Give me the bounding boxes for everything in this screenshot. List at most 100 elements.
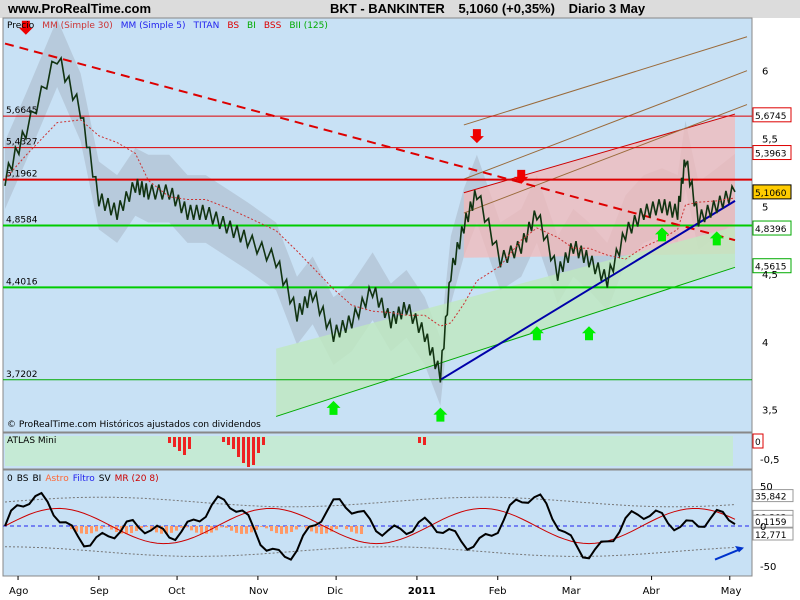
astro-bar [135, 526, 138, 532]
astro-bar [70, 526, 73, 530]
osc-value-box [752, 489, 794, 503]
astro-bar [220, 526, 223, 528]
legend-item: Astro [45, 474, 69, 484]
astro-bar [280, 526, 283, 534]
copyright-note: © ProRealTime.com Históricos ajustados c… [7, 419, 261, 430]
value-box-label: 5,1060 [755, 189, 787, 199]
astro-bar [175, 526, 178, 531]
astro-bar [130, 526, 133, 534]
legend-item: BII (125) [289, 21, 328, 31]
atlas-bar [188, 437, 191, 449]
osc-value: 35,842 [755, 493, 787, 503]
atlas-value: 0 [755, 438, 761, 448]
astro-bar [155, 526, 158, 533]
astro-bar [250, 526, 253, 533]
x-tick-label: Oct [168, 586, 185, 597]
legend-item: TITAN [192, 21, 219, 31]
sell-arrow [18, 20, 33, 35]
fan-line-2 [463, 104, 748, 214]
y-tick-label: 3,5 [762, 406, 778, 417]
legend-item: BS [227, 21, 239, 31]
oscillator-panel[interactable] [2, 469, 753, 577]
x-tick-label: 2011 [408, 586, 436, 597]
sell-arrow [469, 129, 484, 144]
astro-bar [235, 526, 238, 533]
fan-line-1 [463, 70, 748, 180]
atlas-bar [242, 437, 245, 463]
astro-bar [310, 526, 313, 532]
legend-item: 0 [7, 474, 13, 484]
level-label: 5,4327 [6, 138, 38, 148]
astro-bar [355, 526, 358, 534]
level-label: 3,7202 [6, 370, 38, 380]
x-tick-label: Ago [9, 586, 28, 597]
atlas-bar [418, 437, 421, 443]
y-tick-label: 4 [762, 338, 768, 349]
atlas-bar [252, 437, 255, 465]
astro-bar [80, 526, 83, 534]
value-box [752, 107, 792, 123]
astro-bar [140, 526, 143, 529]
atlas-bar [173, 437, 176, 447]
x-tick-label: May [721, 586, 742, 597]
astro-bar [185, 526, 188, 528]
osc-y-tick: 50 [760, 482, 773, 493]
x-tick-label: Nov [249, 586, 269, 597]
atlas-value-box [752, 433, 764, 449]
atlas-bar [178, 437, 181, 451]
osc-value-box [752, 527, 794, 541]
value-box [752, 184, 792, 200]
value-box-label: 5,6745 [755, 112, 787, 122]
atlas-zone [5, 436, 733, 466]
astro-bar [260, 526, 263, 527]
astro-bar [305, 526, 308, 529]
astro-bar [295, 526, 298, 530]
astro-bar [320, 526, 323, 534]
astro-bar [125, 526, 128, 534]
legend-item: SV [99, 474, 112, 484]
astro-bar [160, 526, 163, 534]
legend-item: BS [17, 474, 29, 484]
astro-bar [330, 526, 333, 532]
astro-bar [100, 526, 103, 529]
sell-arrow [514, 169, 529, 184]
astro-bar [75, 526, 78, 532]
x-tick-label: Feb [489, 586, 507, 597]
sv-line [4, 491, 736, 561]
astro-bar [145, 526, 148, 527]
astro-bar [350, 526, 353, 532]
astro-bar [150, 526, 153, 530]
atlas-bar [262, 437, 265, 445]
ma30-line [4, 119, 736, 327]
upper-channel-fill [463, 114, 735, 258]
atlas-bar [168, 437, 171, 443]
astro-bar [270, 526, 273, 532]
osc-value-box [752, 514, 794, 528]
legend-item: MM (Simple 30) [42, 21, 112, 31]
mr-line [4, 507, 736, 545]
x-tick-label: Mar [562, 586, 582, 597]
value-box-label: 5,3963 [755, 150, 787, 160]
legend-item: Precio [7, 21, 35, 31]
support-trendline [439, 199, 736, 381]
value-box-label: 4,8396 [755, 225, 787, 235]
buy-arrow [655, 227, 669, 242]
astro-bar [325, 526, 328, 534]
astro-bar [230, 526, 233, 531]
level-label: 5,1962 [6, 170, 38, 180]
astro-bar [200, 526, 203, 534]
atlas-bar [257, 437, 260, 453]
astro-bar [240, 526, 243, 534]
level-label: 4,4016 [6, 277, 38, 287]
atlas-y-tick: -0,5 [760, 455, 780, 466]
legend-item: BI [32, 474, 41, 484]
astro-bar [335, 526, 338, 530]
osc-y-tick: -50 [760, 562, 776, 573]
astro-bar [315, 526, 318, 534]
site-name: www.ProRealTime.com [8, 1, 152, 16]
astro-bar [345, 526, 348, 530]
astro-bar [205, 526, 208, 534]
period: Diario 3 May [568, 1, 646, 16]
legend-item: Filtro [73, 474, 96, 484]
